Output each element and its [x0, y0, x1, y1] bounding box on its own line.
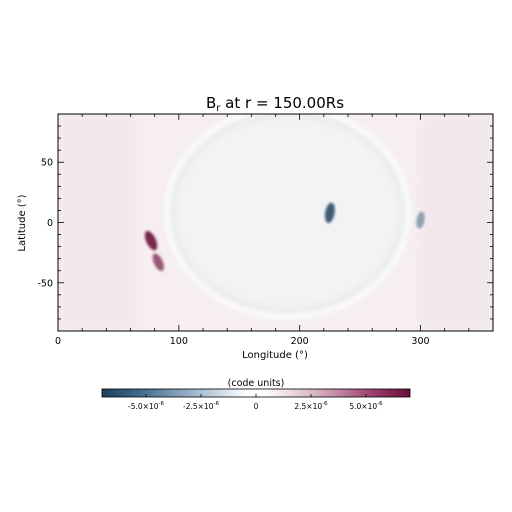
feature-negative-3: [416, 211, 425, 229]
x-tick-label: 300: [411, 336, 429, 347]
neutral-boundary: [164, 114, 411, 319]
feature-positive-0: [144, 230, 158, 251]
heatmap: [58, 114, 493, 331]
feature-negative-2: [324, 202, 335, 223]
x-tick-label: 0: [55, 336, 61, 347]
colorbar-tick-label: -2.5×10-6: [183, 401, 219, 411]
region-positive-1: [420, 114, 493, 331]
heatmap-features: [144, 202, 425, 272]
region-positive-0: [58, 114, 137, 331]
y-axis-label: Latitude (°): [17, 194, 28, 251]
y-axis: -50 0 50: [37, 113, 493, 332]
y-tick-label: 50: [41, 158, 53, 169]
colorbar-tick-label: 0: [254, 402, 259, 411]
x-axis-label: Longitude (°): [242, 350, 308, 361]
colorbar-tick-label: 5.0×10-6: [349, 401, 383, 411]
feature-positive-1: [152, 253, 164, 272]
colorbar-tick-label: 2.5×10-6: [294, 401, 328, 411]
title-subscript: r: [216, 103, 221, 114]
x-tick-label: 100: [170, 336, 188, 347]
colorbar-tick-label: -5.0×10-6: [128, 401, 164, 411]
chart-title: Br at r = 150.00Rs: [206, 94, 344, 114]
colorbar-label: (code units): [228, 378, 285, 389]
x-axis: 0 100 200 300: [55, 114, 494, 347]
negative-core: [176, 118, 399, 307]
neutral-line: [164, 114, 411, 319]
y-tick-label: 0: [47, 218, 53, 229]
y-tick-label: -50: [37, 278, 53, 289]
x-tick-label: 200: [291, 336, 309, 347]
colorbar-ticks: -5.0×10-6 -2.5×10-6 0 2.5×10-6 5.0×10-6: [128, 394, 383, 411]
